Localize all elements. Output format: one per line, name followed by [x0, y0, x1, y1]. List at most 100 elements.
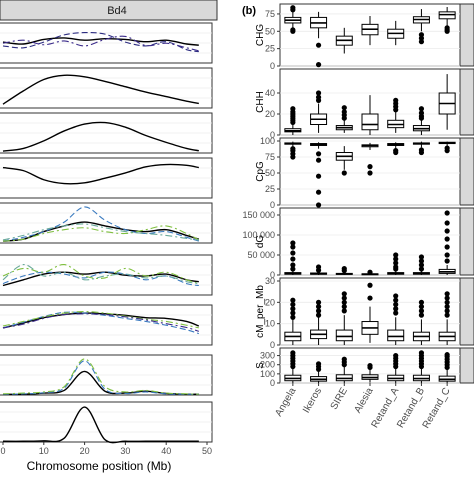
outlier-point-3-6-6 — [444, 210, 450, 216]
outlier-point-0-0-3 — [290, 5, 296, 11]
outlier-point-3-6-3 — [444, 236, 450, 242]
outlier-point-4-6-1 — [444, 308, 450, 314]
strip-label-a: Bd4 — [107, 5, 127, 17]
density-line-4-2 — [2, 225, 200, 242]
density-line-4-3 — [2, 223, 199, 241]
outlier-point-2-2-0 — [341, 170, 347, 176]
outlier-point-4-0-2 — [290, 306, 296, 312]
outlier-point-4-6-5 — [444, 291, 450, 297]
density-line-4-1 — [2, 206, 200, 242]
density-line-7-1 — [2, 360, 199, 395]
density-line-0-1 — [2, 32, 199, 53]
outlier-point-0-6-2 — [444, 25, 450, 31]
outlier-point-3-0-1 — [290, 262, 296, 268]
density-line-0-0 — [2, 37, 199, 46]
y-axis-label-b-2: CpG — [255, 161, 266, 182]
outlier-point-2-6-1 — [444, 145, 450, 151]
y-axis-label-b-1: CHH — [255, 91, 266, 113]
panel-label-b: (b) — [242, 5, 256, 17]
x-axis-label-a: Chromosome position (Mb) — [27, 459, 172, 473]
outlier-point-2-1-3 — [315, 157, 322, 163]
density-line-2-0 — [2, 121, 199, 152]
outlier-point-1-1-1 — [315, 94, 322, 100]
x-tick-label-a-5: 50 — [202, 446, 212, 456]
outlier-point-5-5-5 — [418, 350, 425, 356]
outlier-point-4-2-1 — [341, 304, 347, 310]
outlier-point-4-1-2 — [315, 304, 322, 310]
outlier-point-2-1-0 — [315, 202, 322, 208]
density-line-7-2 — [2, 358, 199, 395]
outlier-point-4-4-2 — [393, 301, 399, 308]
strip-box-b-4 — [459, 277, 474, 346]
strip-box-b-3 — [459, 207, 474, 276]
y-axis-label-b-3: dG — [255, 235, 266, 249]
category-label-3: Alesia — [352, 386, 375, 415]
outlier-point-3-6-5 — [444, 220, 450, 226]
outlier-point-4-3-1 — [367, 282, 373, 288]
outlier-point-4-6-3 — [444, 299, 450, 305]
outlier-point-4-1-1 — [315, 308, 322, 314]
outlier-point-3-5-3 — [418, 254, 425, 260]
outlier-point-3-0-3 — [290, 250, 296, 256]
outlier-point-5-2-2 — [341, 356, 347, 362]
density-line-5-2 — [2, 264, 200, 285]
strip-box-b-5 — [459, 347, 474, 384]
category-label-2: SIRE — [329, 386, 350, 412]
y-tick-label-b-0-0: 0 — [270, 61, 275, 71]
strip-box-b-1 — [459, 68, 474, 136]
outlier-point-3-0-0 — [290, 266, 296, 272]
density-line-5-3 — [2, 264, 199, 285]
density-line-8-0 — [2, 406, 199, 444]
outlier-point-4-1-3 — [315, 299, 322, 305]
outlier-point-3-0-5 — [290, 240, 296, 246]
outlier-point-4-2-4 — [341, 291, 347, 297]
panel-a: 0 10 20 30 40 50 — [0, 22, 213, 456]
outlier-point-3-3-0 — [367, 269, 373, 275]
outlier-point-2-3-1 — [367, 164, 373, 170]
category-label-1: Ikeros — [301, 386, 324, 415]
y-axis-label-b-5: S — [255, 362, 266, 369]
outlier-point-5-3-1 — [367, 363, 373, 369]
box-4-2 — [335, 329, 353, 342]
outlier-point-3-1-1 — [315, 264, 322, 270]
outlier-point-4-0-4 — [290, 297, 296, 303]
y-tick-label-b-2-2: 50 — [265, 168, 275, 178]
density-line-0-2 — [2, 35, 199, 52]
outlier-point-4-4-3 — [393, 297, 399, 303]
y-tick-label-b-4-2: 20 — [265, 297, 275, 307]
y-tick-label-b-0-2: 50 — [265, 26, 275, 36]
strip-header-a — [0, 0, 218, 21]
y-axis-label-b-0: CHG — [255, 24, 266, 46]
y-tick-label-b-1-2: 40 — [265, 88, 275, 98]
outlier-point-4-3-0 — [367, 295, 373, 301]
y-tick-label-b-3-2: 100 000 — [242, 230, 275, 240]
outlier-point-0-0-1 — [290, 27, 296, 33]
outlier-point-3-4-1 — [393, 264, 399, 270]
outlier-point-5-1-2 — [315, 361, 322, 367]
y-tick-label-b-4-3: 30 — [265, 276, 275, 286]
facet-frame-b-3 — [279, 207, 461, 276]
outlier-point-4-0-1 — [290, 310, 296, 316]
x-tick-label-a-3: 30 — [120, 446, 130, 456]
y-tick-label-b-3-0: 0 — [270, 270, 275, 280]
outlier-point-3-5-0 — [418, 266, 425, 272]
outlier-point-4-5-3 — [418, 299, 425, 305]
outlier-point-3-0-4 — [290, 244, 296, 250]
outlier-point-4-6-4 — [444, 295, 450, 301]
outlier-point-1-5-2 — [418, 110, 425, 116]
outlier-point-4-5-2 — [418, 304, 425, 310]
outlier-point-0-1-0 — [315, 62, 322, 68]
outlier-point-2-1-1 — [315, 189, 322, 195]
outlier-point-2-1-4 — [315, 151, 322, 157]
x-tick-label-a-4: 40 — [161, 446, 171, 456]
outlier-point-3-2-1 — [341, 266, 347, 272]
y-tick-label-b-2-4: 100 — [260, 136, 275, 146]
y-tick-label-b-5-2: 200 — [260, 360, 275, 370]
y-axis-label-b-4: cM_per_Mb — [255, 285, 266, 338]
outlier-point-5-4-4 — [393, 352, 399, 359]
y-tick-label-b-5-0: 0 — [270, 378, 275, 388]
y-tick-label-b-0-3: 75 — [265, 9, 275, 19]
outlier-point-1-1-2 — [315, 90, 322, 96]
outlier-point-4-2-2 — [341, 299, 347, 305]
